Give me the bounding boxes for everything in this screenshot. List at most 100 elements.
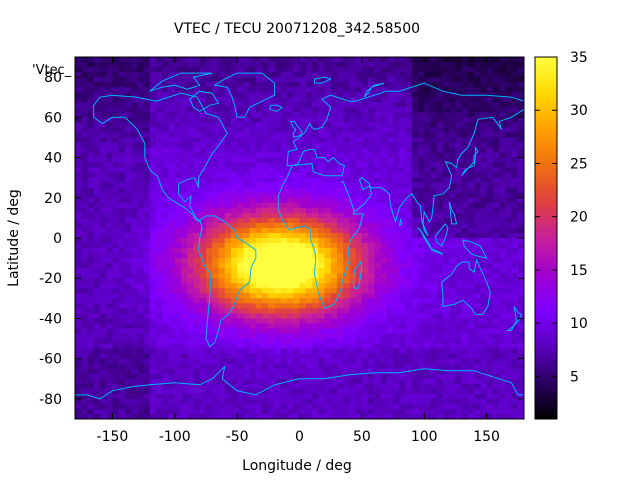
heatmap-cell — [486, 147, 494, 154]
heatmap-cell — [124, 197, 132, 204]
heatmap-cell — [249, 217, 257, 224]
heatmap-cell — [187, 107, 195, 113]
heatmap-cell — [124, 333, 132, 340]
heatmap-cell — [230, 378, 238, 385]
heatmap-cell — [249, 92, 257, 98]
heatmap-cell — [336, 117, 344, 123]
heatmap-cell — [368, 67, 375, 73]
heatmap-cell — [124, 323, 132, 330]
heatmap-cell — [81, 207, 89, 214]
heatmap-cell — [124, 227, 132, 234]
heatmap-cell — [274, 62, 282, 68]
heatmap-cell — [505, 92, 513, 98]
heatmap-cell — [461, 137, 469, 144]
heatmap-cell — [87, 248, 95, 254]
heatmap-cell — [218, 227, 226, 234]
heatmap-cell — [461, 248, 469, 254]
heatmap-cell — [87, 288, 95, 294]
heatmap-cell — [87, 273, 95, 279]
heatmap-cell — [455, 283, 463, 289]
heatmap-cell — [293, 77, 301, 83]
heatmap-cell — [218, 333, 226, 340]
heatmap-cell — [324, 57, 332, 63]
heatmap-cell — [324, 298, 332, 304]
heatmap-cell — [131, 217, 138, 224]
heatmap-cell — [205, 348, 213, 355]
heatmap-cell — [162, 303, 170, 309]
heatmap-cell — [224, 137, 232, 144]
heatmap-cell — [75, 318, 82, 325]
heatmap-cell — [237, 227, 244, 234]
heatmap-cell — [492, 152, 500, 159]
heatmap-cell — [330, 243, 338, 249]
heatmap-cell — [274, 57, 282, 63]
heatmap-cell — [405, 328, 413, 335]
heatmap-cell — [355, 142, 363, 149]
heatmap-cell — [318, 293, 326, 299]
heatmap-cell — [280, 212, 288, 219]
heatmap-cell — [99, 358, 107, 365]
heatmap-cell — [118, 313, 126, 320]
heatmap-cell — [442, 243, 450, 249]
heatmap-cell — [305, 97, 313, 103]
heatmap-cell — [330, 87, 338, 93]
heatmap-cell — [162, 127, 170, 134]
heatmap-cell — [212, 147, 220, 154]
heatmap-cell — [287, 333, 294, 340]
heatmap-cell — [280, 318, 288, 325]
heatmap-cell — [262, 132, 269, 139]
heatmap-cell — [336, 313, 344, 320]
heatmap-cell — [81, 283, 89, 289]
heatmap-cell — [149, 177, 157, 184]
heatmap-cell — [480, 97, 488, 103]
heatmap-cell — [311, 243, 319, 249]
heatmap-cell — [424, 288, 432, 294]
heatmap-cell — [386, 263, 394, 269]
heatmap-cell — [280, 152, 288, 159]
heatmap-cell — [118, 217, 126, 224]
heatmap-cell — [243, 162, 251, 169]
heatmap-cell — [417, 368, 425, 375]
heatmap-cell — [436, 182, 444, 189]
heatmap-cell — [343, 172, 350, 179]
heatmap-cell — [205, 122, 213, 128]
heatmap-cell — [168, 303, 176, 309]
heatmap-cell — [417, 258, 425, 264]
heatmap-cell — [93, 258, 101, 264]
heatmap-cell — [393, 333, 400, 340]
heatmap-cell — [287, 248, 294, 254]
heatmap-cell — [461, 67, 469, 73]
heatmap-cell — [87, 243, 95, 249]
heatmap-cell — [330, 358, 338, 365]
heatmap-cell — [237, 137, 244, 144]
heatmap-cell — [112, 177, 120, 184]
heatmap-cell — [349, 57, 357, 63]
heatmap-cell — [492, 263, 500, 269]
heatmap-cell — [137, 278, 145, 284]
heatmap-cell — [499, 243, 506, 249]
heatmap-cell — [174, 368, 182, 375]
heatmap-cell — [293, 338, 301, 345]
heatmap-cell — [218, 212, 226, 219]
heatmap-cell — [430, 398, 438, 405]
heatmap-cell — [336, 217, 344, 224]
heatmap-cell — [355, 303, 363, 309]
heatmap-cell — [430, 323, 438, 330]
heatmap-cell — [249, 207, 257, 214]
heatmap-cell — [386, 243, 394, 249]
heatmap-cell — [162, 102, 170, 108]
heatmap-cell — [467, 197, 475, 204]
heatmap-cell — [461, 373, 469, 380]
heatmap-cell — [368, 308, 375, 315]
heatmap-cell — [330, 197, 338, 204]
heatmap-cell — [124, 358, 132, 365]
heatmap-cell — [505, 87, 513, 93]
heatmap-cell — [143, 298, 151, 304]
heatmap-cell — [436, 353, 444, 360]
heatmap-cell — [81, 238, 89, 244]
heatmap-cell — [299, 343, 307, 350]
heatmap-cell — [386, 122, 394, 128]
heatmap-cell — [517, 358, 524, 365]
heatmap-cell — [449, 192, 457, 199]
heatmap-cell — [442, 248, 450, 254]
